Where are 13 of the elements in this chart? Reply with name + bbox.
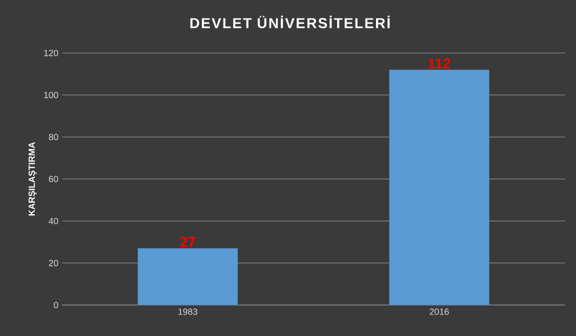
chart-title: DEVLET ÜNİVERSİTELERİ bbox=[190, 16, 390, 28]
y-tick-label: 40 bbox=[48, 218, 58, 224]
y-tick-label: 0 bbox=[54, 302, 58, 308]
y-tick-label: 80 bbox=[48, 134, 58, 140]
y-tick-label: 120 bbox=[44, 50, 58, 56]
x-tick-label: 2016 bbox=[430, 308, 449, 315]
data-label: 27 bbox=[180, 236, 196, 247]
y-tick-label: 60 bbox=[48, 176, 58, 182]
y-tick-label: 20 bbox=[48, 260, 58, 266]
y-tick-label: 100 bbox=[44, 92, 58, 98]
y-axis-title: KARŞILAŞTIRMA bbox=[28, 142, 37, 216]
x-tick-label: 1983 bbox=[178, 308, 198, 315]
data-label: 112 bbox=[428, 58, 450, 68]
